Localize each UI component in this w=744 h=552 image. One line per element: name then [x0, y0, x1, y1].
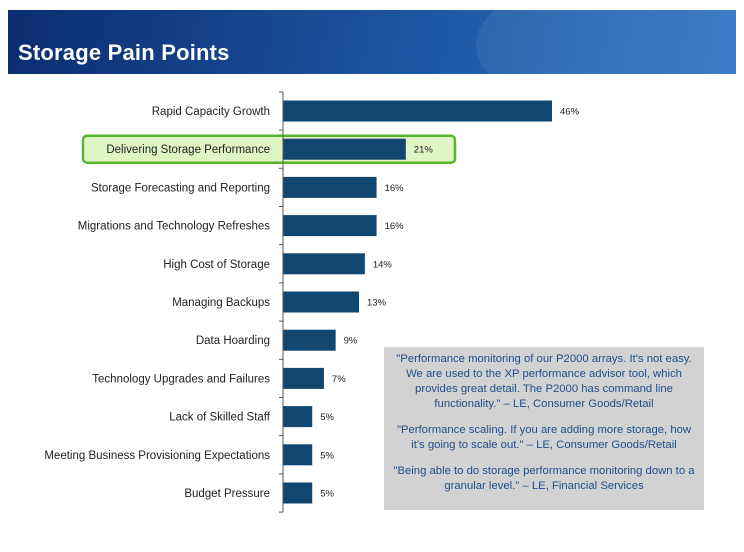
category-label-1: Rapid Capacity Growth	[152, 106, 270, 118]
value-label-8: 7%	[332, 374, 346, 385]
bar-11	[283, 482, 313, 504]
bar-7	[283, 329, 336, 351]
category-label-3: Storage Forecasting and Reporting	[91, 182, 270, 194]
value-label-6: 13%	[367, 298, 387, 309]
value-label-3: 16%	[385, 183, 405, 194]
value-label-9: 5%	[320, 412, 334, 423]
category-label-11: Budget Pressure	[184, 488, 270, 500]
value-label-1: 46%	[560, 107, 580, 118]
title-banner: Storage Pain Points	[8, 10, 736, 74]
category-label-9: Lack of Skilled Staff	[169, 412, 271, 424]
quote-1: "Performance monitoring of our P2000 arr…	[396, 353, 692, 410]
value-label-11: 5%	[320, 489, 334, 500]
page-title: Storage Pain Points	[18, 40, 230, 65]
value-label-4: 16%	[385, 221, 405, 232]
quote-3: "Being able to do storage performance mo…	[393, 465, 695, 492]
bar-4	[283, 215, 377, 237]
quote-2: "Performance scaling. If you are adding …	[396, 424, 692, 451]
bar-8	[283, 367, 324, 389]
bar-1	[283, 100, 552, 122]
value-label-2: 21%	[414, 145, 434, 156]
value-label-10: 5%	[320, 450, 334, 461]
value-label-5: 14%	[373, 259, 393, 270]
category-label-5: High Cost of Storage	[163, 259, 270, 271]
category-label-4: Migrations and Technology Refreshes	[78, 221, 270, 233]
bar-3	[283, 176, 377, 198]
category-label-10: Meeting Business Provisioning Expectatio…	[44, 450, 270, 462]
category-label-6: Managing Backups	[172, 297, 270, 309]
bar-6	[283, 291, 360, 313]
category-label-8: Technology Upgrades and Failures	[92, 373, 270, 385]
value-label-7: 9%	[344, 336, 358, 347]
bar-9	[283, 406, 313, 428]
customer-quotes-box: "Performance monitoring of our P2000 arr…	[384, 347, 704, 510]
bar-2	[283, 138, 406, 160]
bar-5	[283, 253, 365, 275]
bar-10	[283, 444, 313, 466]
category-label-2: Delivering Storage Performance	[106, 144, 270, 156]
category-label-7: Data Hoarding	[196, 335, 270, 347]
